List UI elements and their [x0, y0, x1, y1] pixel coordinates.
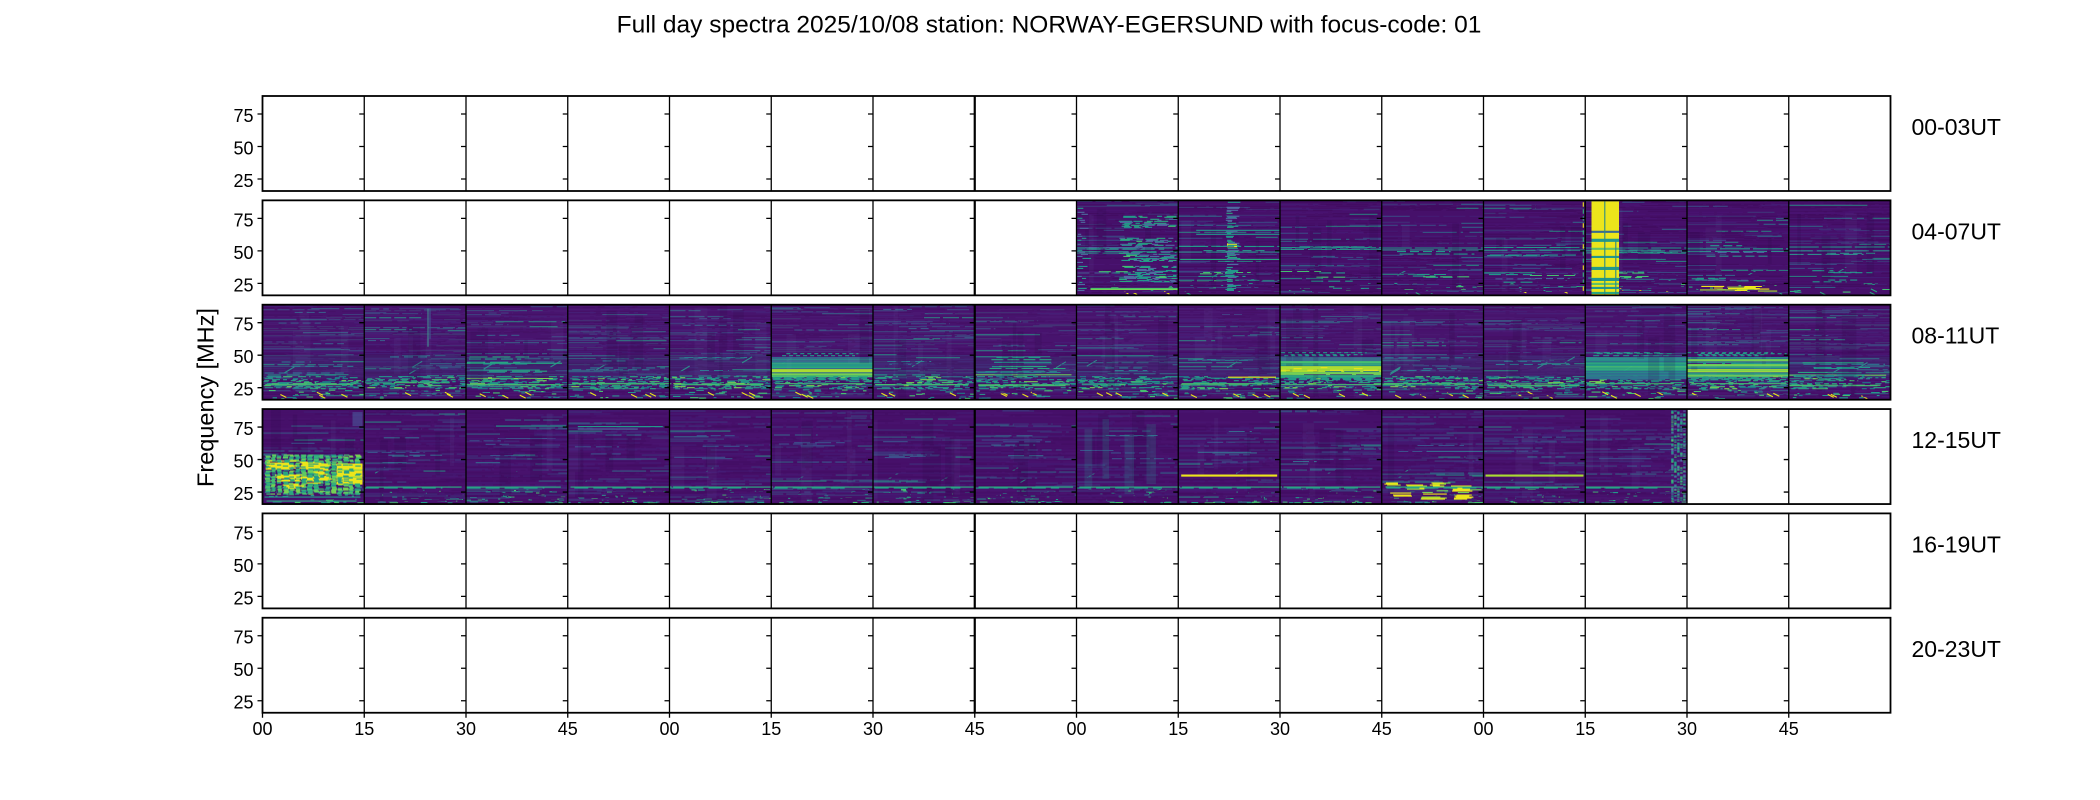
svg-text:50: 50: [233, 556, 253, 576]
svg-text:75: 75: [233, 106, 253, 126]
svg-text:30: 30: [863, 719, 883, 739]
svg-text:00: 00: [252, 719, 272, 739]
svg-text:04-07UT: 04-07UT: [1912, 218, 2001, 244]
svg-text:15: 15: [761, 719, 781, 739]
svg-text:30: 30: [1677, 719, 1697, 739]
svg-text:Frequency [MHz]: Frequency [MHz]: [193, 308, 219, 487]
svg-text:45: 45: [1779, 719, 1799, 739]
svg-text:30: 30: [1270, 719, 1290, 739]
svg-text:50: 50: [233, 451, 253, 471]
svg-text:50: 50: [233, 660, 253, 680]
svg-text:50: 50: [233, 347, 253, 367]
svg-text:25: 25: [233, 693, 253, 713]
svg-text:15: 15: [1168, 719, 1188, 739]
svg-text:16-19UT: 16-19UT: [1912, 531, 2001, 557]
svg-text:25: 25: [233, 171, 253, 191]
svg-text:45: 45: [558, 719, 578, 739]
svg-text:12-15UT: 12-15UT: [1912, 427, 2001, 453]
svg-text:15: 15: [1575, 719, 1595, 739]
svg-text:75: 75: [233, 628, 253, 648]
svg-text:30: 30: [456, 719, 476, 739]
svg-text:75: 75: [233, 210, 253, 230]
svg-text:25: 25: [233, 484, 253, 504]
svg-text:25: 25: [233, 380, 253, 400]
svg-text:00: 00: [1066, 719, 1086, 739]
svg-text:20-23UT: 20-23UT: [1912, 636, 2001, 662]
svg-text:25: 25: [233, 275, 253, 295]
svg-text:45: 45: [1372, 719, 1392, 739]
svg-text:45: 45: [965, 719, 985, 739]
svg-text:08-11UT: 08-11UT: [1912, 323, 2000, 349]
svg-text:75: 75: [233, 315, 253, 335]
svg-text:75: 75: [233, 419, 253, 439]
svg-text:75: 75: [233, 523, 253, 543]
svg-text:50: 50: [233, 138, 253, 158]
svg-text:00-03UT: 00-03UT: [1912, 114, 2001, 140]
svg-text:00: 00: [659, 719, 679, 739]
svg-text:50: 50: [233, 243, 253, 263]
svg-text:00: 00: [1473, 719, 1493, 739]
svg-text:15: 15: [354, 719, 374, 739]
svg-text:Full day spectra 2025/10/08 st: Full day spectra 2025/10/08 station: NOR…: [617, 12, 1482, 39]
svg-text:25: 25: [233, 588, 253, 608]
